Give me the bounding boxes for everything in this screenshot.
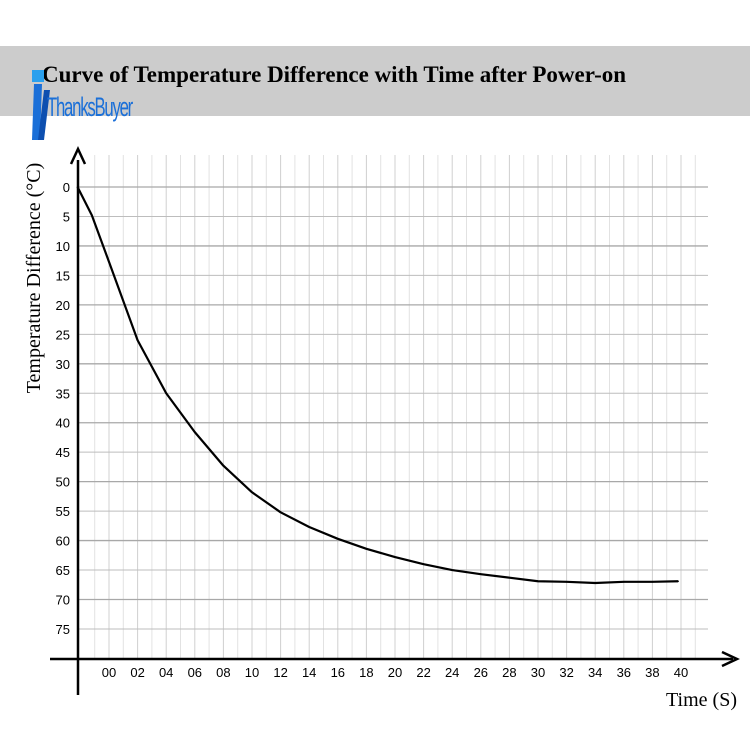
x-tick-label: 06 — [188, 665, 202, 680]
y-tick-label: 75 — [56, 622, 70, 637]
data-point — [337, 538, 339, 540]
x-tick-label: 26 — [474, 665, 488, 680]
x-tick-label: 38 — [645, 665, 659, 680]
y-tick-label: 65 — [56, 563, 70, 578]
x-tick-label: 30 — [531, 665, 545, 680]
x-tick-label: 36 — [617, 665, 631, 680]
x-axis-label: Time (S) — [666, 689, 737, 711]
y-tick-label: 40 — [56, 416, 70, 431]
x-tick-label: 24 — [445, 665, 459, 680]
x-tick-label: 34 — [588, 665, 602, 680]
y-axis-label: Temperature Difference (°C) — [23, 163, 45, 394]
data-point — [677, 580, 679, 583]
data-point — [222, 464, 225, 467]
data-point — [76, 186, 79, 188]
y-tick-label: 10 — [56, 239, 70, 254]
data-point — [451, 569, 454, 571]
data-point — [91, 214, 93, 217]
y-tick-label: 15 — [56, 268, 70, 283]
x-tick-label: 04 — [159, 665, 173, 680]
data-point — [365, 548, 368, 550]
x-tick-label: 12 — [273, 665, 287, 680]
y-tick-label: 30 — [56, 357, 70, 372]
logo-icon — [32, 70, 50, 140]
y-tick-label: 5 — [63, 209, 70, 224]
x-axis-arrow-icon — [721, 650, 740, 668]
y-axis-arrow-icon — [69, 146, 87, 165]
x-tick-label: 32 — [559, 665, 573, 680]
data-point — [394, 556, 396, 558]
logo-text: ThanksBuyer — [47, 92, 133, 122]
data-point — [480, 573, 482, 575]
data-point — [108, 261, 110, 263]
data-point — [623, 581, 625, 583]
x-tick-label: 22 — [416, 665, 430, 680]
x-tick-label: 40 — [674, 665, 688, 680]
x-tick-label: 16 — [331, 665, 345, 680]
y-tick-label: 45 — [56, 445, 70, 460]
chart-title: Curve of Temperature Difference with Tim… — [42, 62, 627, 87]
x-tick-label: 14 — [302, 665, 316, 680]
data-point — [565, 581, 568, 583]
x-tick-label: 08 — [216, 665, 230, 680]
x-tick-label: 28 — [502, 665, 516, 680]
data-point — [594, 582, 596, 584]
y-tick-label: 60 — [56, 534, 70, 549]
data-point — [251, 491, 253, 494]
data-point — [194, 431, 196, 433]
data-point — [537, 580, 539, 583]
title-banner — [0, 46, 750, 116]
x-tick-label: 00 — [102, 665, 116, 680]
y-tick-label: 20 — [56, 298, 70, 313]
data-point — [422, 563, 425, 565]
y-tick-label: 50 — [56, 475, 70, 490]
y-tick-label: 0 — [63, 180, 70, 195]
x-tick-label: 18 — [359, 665, 373, 680]
data-point — [165, 392, 167, 395]
x-tick-label: 20 — [388, 665, 402, 680]
data-point — [508, 576, 511, 579]
data-point — [279, 511, 282, 514]
y-tick-label: 55 — [56, 504, 70, 519]
data-point — [651, 581, 654, 583]
data-point — [308, 526, 311, 528]
y-tick-label: 70 — [56, 593, 70, 608]
y-tick-label: 25 — [56, 327, 70, 342]
x-tick-label: 10 — [245, 665, 259, 680]
y-tick-label: 35 — [56, 386, 70, 401]
data-point — [136, 339, 139, 342]
x-tick-label: 02 — [130, 665, 144, 680]
